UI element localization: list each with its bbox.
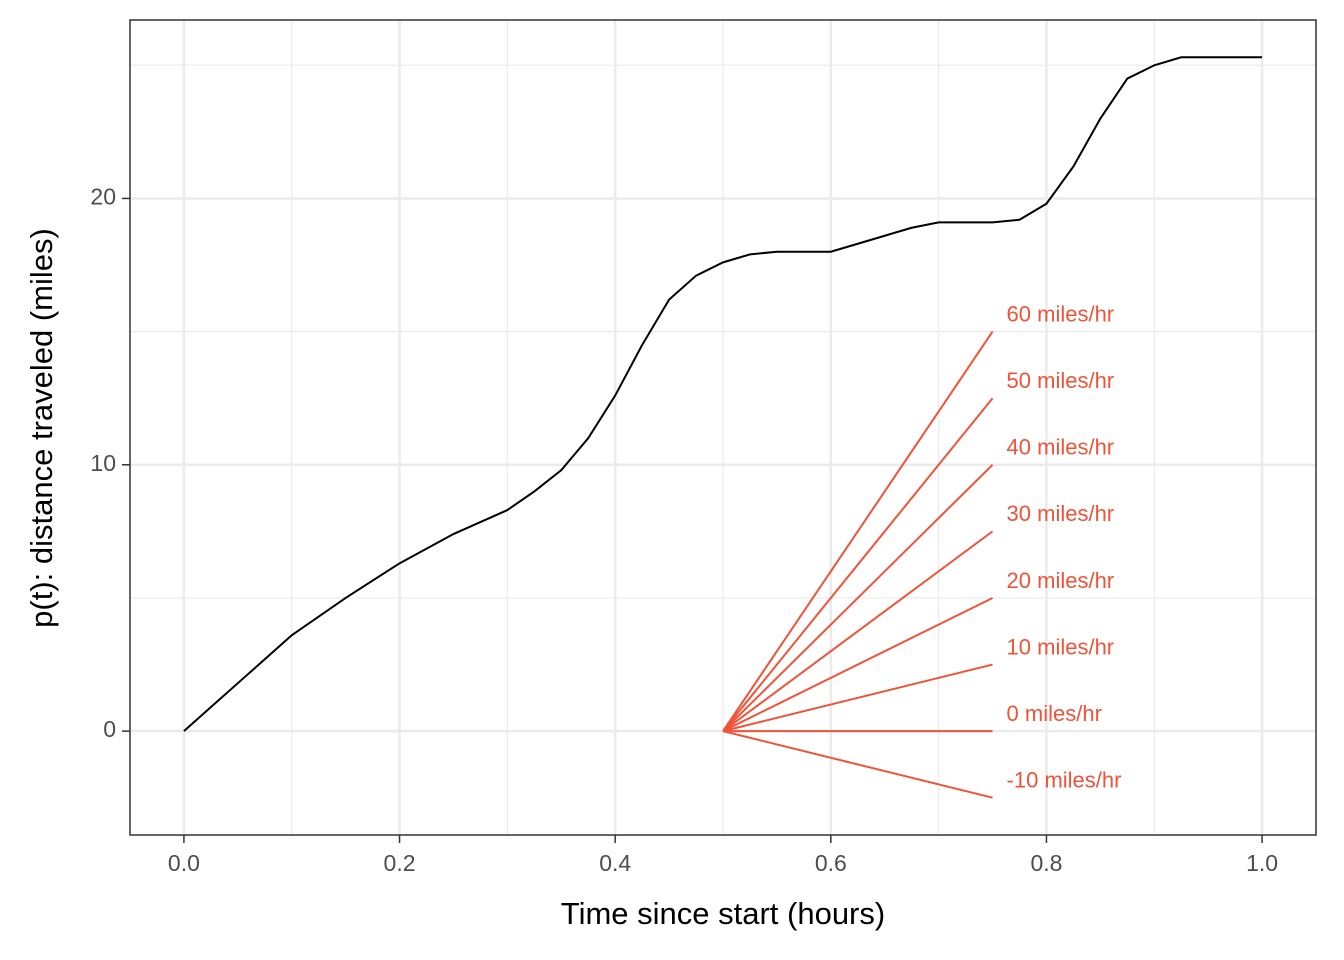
tangent-label: -10 miles/hr [1007,768,1122,793]
tangent-line [722,663,993,733]
x-tick-label: 0.0 [168,850,200,876]
x-tick-label: 1.0 [1246,850,1278,876]
tangent-label: 60 miles/hr [1007,301,1115,326]
tangent-label: 30 miles/hr [1007,501,1115,526]
y-tick-label: 20 [90,184,116,210]
line [183,56,1263,732]
marks: 60 miles/hr 50 miles/hr 40 miles/hr 30 mile… [183,56,1263,799]
x-tick-label: 0.4 [599,850,631,876]
tangent-line [722,397,994,732]
tangent-line [722,730,993,799]
tangent-label: 20 miles/hr [1007,568,1115,593]
grid [130,20,1316,835]
panel-border [129,19,1317,836]
x-tick-label: 0.6 [815,850,847,876]
tangent-line [722,464,994,732]
tangent-label: 0 miles/hr [1007,701,1102,726]
x-tick-label: 0.2 [384,850,416,876]
x-axis-title: Time since start (hours) [561,896,885,931]
y-tick-label: 0 [103,716,116,742]
tangent-label: 10 miles/hr [1007,634,1115,659]
tangent-line [722,597,993,733]
tangent-label: 50 miles/hr [1007,368,1115,393]
tangent-line [722,530,994,732]
y-axis-title: p(t): distance traveled (miles) [24,228,59,628]
axes: 0.0 0.2 0.4 0.6 0.8 1.0 0 10 20 [90,184,1278,877]
x-tick-label: 0.8 [1030,850,1062,876]
y-tick-label: 10 [90,450,116,476]
tangent-line [722,331,994,732]
tangent-label: 40 miles/hr [1007,435,1115,460]
